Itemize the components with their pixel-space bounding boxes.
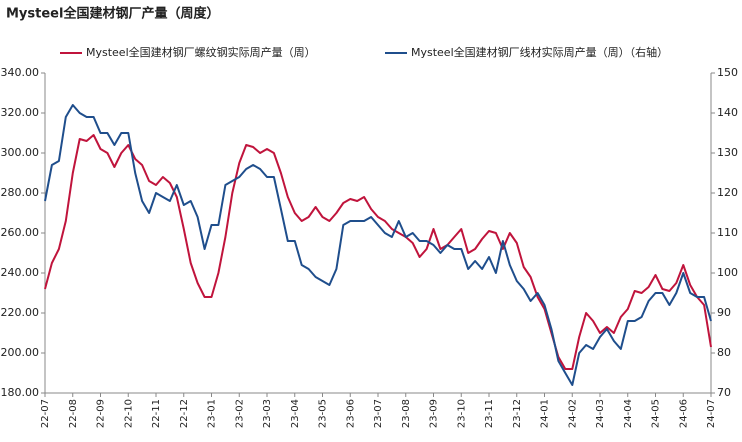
y2-tick-label: 140 bbox=[717, 106, 738, 119]
x-tick-label: 22-08 bbox=[68, 399, 79, 428]
x-tick-label: 23-02 bbox=[234, 399, 245, 428]
x-tick-label: 23-07 bbox=[373, 399, 384, 428]
y2-tick-label: 80 bbox=[717, 346, 731, 359]
x-tick-label: 23-06 bbox=[345, 399, 356, 428]
x-tick-label: 24-07 bbox=[706, 399, 717, 428]
x-tick-label: 23-08 bbox=[401, 399, 412, 428]
x-tick-label: 22-12 bbox=[179, 399, 190, 428]
y-tick-label: 280.00 bbox=[1, 186, 40, 199]
y2-tick-label: 100 bbox=[717, 266, 738, 279]
x-tick-label: 22-09 bbox=[96, 399, 107, 428]
series-line bbox=[44, 104, 712, 386]
x-tick-label: 24-01 bbox=[540, 399, 551, 428]
y-tick-label: 240.00 bbox=[1, 266, 40, 279]
series-line bbox=[44, 134, 712, 370]
x-tick-label: 23-03 bbox=[262, 399, 273, 428]
x-tick-label: 24-06 bbox=[678, 399, 689, 428]
y-tick-label: 220.00 bbox=[1, 306, 40, 319]
chart-title: Mysteel全国建材钢厂产量（周度） bbox=[6, 6, 219, 22]
x-tick-label: 24-05 bbox=[651, 399, 662, 428]
x-tick-label: 22-07 bbox=[40, 399, 51, 428]
x-tick-label: 22-10 bbox=[123, 399, 134, 428]
legend-label: Mysteel全国建材钢厂线材实际周产量（周）（右轴） bbox=[411, 45, 668, 59]
y2-tick-label: 120 bbox=[717, 186, 738, 199]
y-tick-label: 340.00 bbox=[1, 66, 40, 79]
y2-tick-label: 130 bbox=[717, 146, 738, 159]
x-tick-label: 24-03 bbox=[595, 399, 606, 428]
y-tick-label: 180.00 bbox=[1, 386, 40, 399]
x-tick-label: 22-11 bbox=[151, 399, 162, 428]
y2-tick-label: 90 bbox=[717, 306, 731, 319]
x-tick-label: 23-09 bbox=[429, 399, 440, 428]
legend-label: Mysteel全国建材钢厂螺纹钢实际周产量（周） bbox=[86, 45, 316, 59]
x-tick-label: 24-02 bbox=[567, 399, 578, 428]
y2-tick-label: 110 bbox=[717, 226, 738, 239]
x-tick-label: 23-10 bbox=[456, 399, 467, 428]
x-tick-label: 23-04 bbox=[290, 399, 301, 428]
y2-tick-label: 150 bbox=[717, 66, 738, 79]
x-tick-label: 23-01 bbox=[207, 399, 218, 428]
x-tick-label: 23-12 bbox=[512, 399, 523, 428]
x-tick-label: 23-05 bbox=[318, 399, 329, 428]
y-tick-label: 320.00 bbox=[1, 106, 40, 119]
y-tick-label: 300.00 bbox=[1, 146, 40, 159]
y-tick-label: 260.00 bbox=[1, 226, 40, 239]
x-tick-label: 24-04 bbox=[623, 399, 634, 428]
y-tick-label: 200.00 bbox=[1, 346, 40, 359]
x-tick-label: 23-11 bbox=[484, 399, 495, 428]
y2-tick-label: 70 bbox=[717, 386, 731, 399]
